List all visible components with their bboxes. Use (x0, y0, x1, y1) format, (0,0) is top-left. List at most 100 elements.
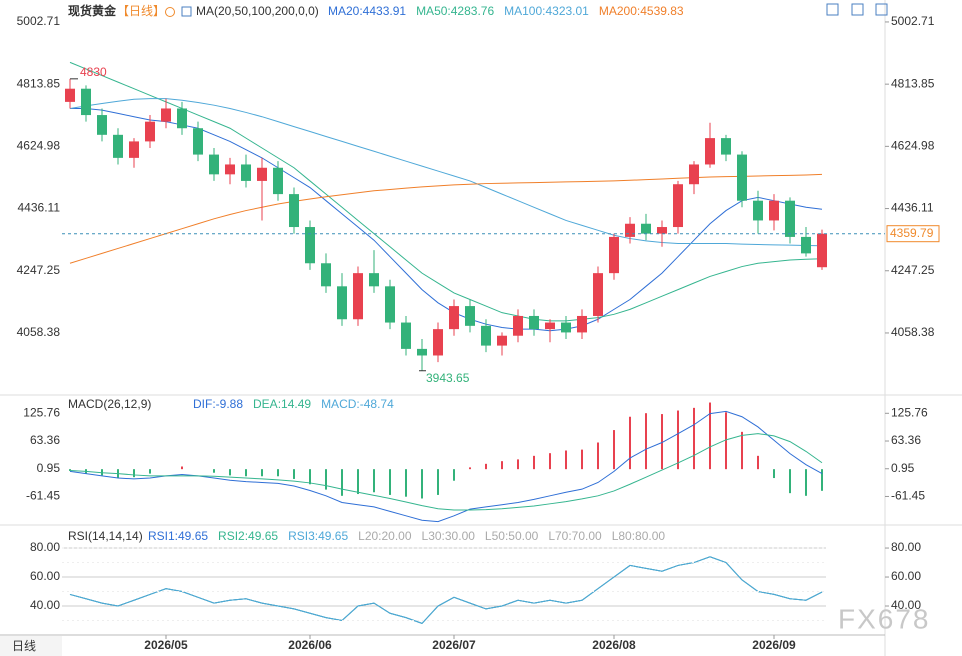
y-tick-label: 4813.85 (17, 76, 61, 90)
candle-body (753, 200, 763, 221)
macd-bar (805, 469, 807, 496)
period-icon[interactable] (165, 7, 175, 17)
x-tick-label: 2026/05 (144, 638, 188, 652)
macd-bar (645, 413, 647, 470)
watermark: FX678 (838, 603, 931, 634)
legend-entry: MA20:4433.91 (328, 4, 406, 18)
macd-bar (389, 469, 391, 495)
y-tick-label: 80.00 (30, 540, 60, 554)
legend-entry: RSI3:49.65 (288, 529, 348, 543)
candle-body (129, 141, 139, 158)
y-tick-label: 4247.25 (17, 263, 61, 277)
macd-bar (565, 450, 567, 470)
candle-body (145, 121, 155, 142)
legend-entry: RSI2:49.65 (218, 529, 278, 543)
candle-body (225, 164, 235, 175)
level-label: L30:30.00 (422, 529, 476, 543)
macd-bar (357, 469, 359, 495)
candle-body (801, 236, 811, 254)
timeframe-button[interactable] (0, 636, 62, 656)
indicator-icon[interactable] (181, 6, 192, 17)
x-tick-label: 2026/09 (752, 638, 796, 652)
y-tick-label: 0.95 (891, 461, 915, 475)
y-tick-label: 4058.38 (17, 325, 61, 339)
candle-body (369, 273, 379, 287)
macd-bar (485, 463, 487, 470)
macd-bar (325, 469, 327, 490)
y-tick-label: 4624.98 (891, 139, 935, 153)
rsi-line (69, 556, 823, 624)
macd-bar (549, 453, 551, 470)
y-tick-label: 60.00 (891, 569, 921, 583)
period-label[interactable]: 【日线】 (117, 4, 165, 18)
macd-bar (613, 430, 615, 470)
candle-body (385, 286, 395, 323)
legend-entry: MA100:4323.01 (504, 4, 589, 18)
timeframe-label[interactable]: 日线 (12, 639, 36, 653)
candle-body (497, 335, 507, 346)
low-annotation: 3943.65 (426, 371, 470, 385)
candle-body (97, 115, 107, 135)
macd-bar (133, 469, 135, 478)
macd-bar (245, 469, 247, 477)
candle-body (289, 194, 299, 228)
candle-body (305, 227, 315, 264)
macd-bar (757, 455, 759, 470)
moving-average-line (69, 61, 823, 322)
candle-body (321, 263, 331, 287)
rsi-title: RSI(14,14,14) (68, 529, 143, 543)
candle-body (353, 273, 363, 320)
macd-bar (181, 466, 183, 470)
legend-entry: MA50:4283.76 (416, 4, 494, 18)
y-tick-label: 125.76 (23, 405, 60, 419)
macd-bar (789, 469, 791, 494)
candle-body (609, 236, 619, 274)
candle-body (65, 88, 75, 102)
macd-bar (469, 467, 471, 470)
macd-bar (629, 416, 631, 470)
y-tick-label: 4247.25 (891, 263, 935, 277)
candle-body (785, 200, 795, 237)
candle-body (657, 227, 667, 234)
candle-body (273, 167, 283, 195)
candle-body (417, 348, 427, 356)
y-tick-label: 63.36 (30, 433, 60, 447)
macd-bar (501, 461, 503, 470)
macd-bar (597, 442, 599, 470)
macd-bar (437, 469, 439, 495)
zoom-out-icon[interactable] (851, 3, 864, 16)
zoom-in-icon[interactable] (826, 3, 839, 16)
moving-average-line (69, 173, 823, 264)
macd-bar (229, 469, 231, 476)
y-tick-label: 125.76 (891, 405, 928, 419)
candle-body (625, 223, 635, 237)
candle-body (481, 325, 491, 346)
y-tick-label: 40.00 (891, 598, 921, 612)
candle-body (641, 223, 651, 234)
moving-average-line (69, 98, 823, 247)
candle-body (673, 184, 683, 228)
y-tick-label: 4624.98 (17, 139, 61, 153)
macd-bar (261, 469, 263, 477)
x-tick-label: 2026/06 (288, 638, 332, 652)
macd-bar (517, 459, 519, 470)
level-label: L20:20.00 (358, 529, 412, 543)
y-tick-label: 80.00 (891, 540, 921, 554)
macd-bar (453, 469, 455, 481)
y-tick-label: 60.00 (30, 569, 60, 583)
rsi-line (69, 556, 823, 624)
indicator-label: MA(20,50,100,200,0,0) (196, 4, 319, 18)
macd-bar (677, 410, 679, 470)
settings-icon[interactable] (875, 3, 888, 16)
macd-bar (821, 469, 823, 491)
candle-body (817, 233, 827, 268)
candle-body (465, 306, 475, 326)
candle-body (257, 167, 267, 181)
last-price-label: 4359.79 (890, 226, 934, 240)
legend-entry: MA200:4539.83 (599, 4, 684, 18)
macd-bar (69, 469, 71, 471)
candle-body (81, 88, 91, 116)
y-tick-label: 4436.11 (18, 201, 61, 215)
